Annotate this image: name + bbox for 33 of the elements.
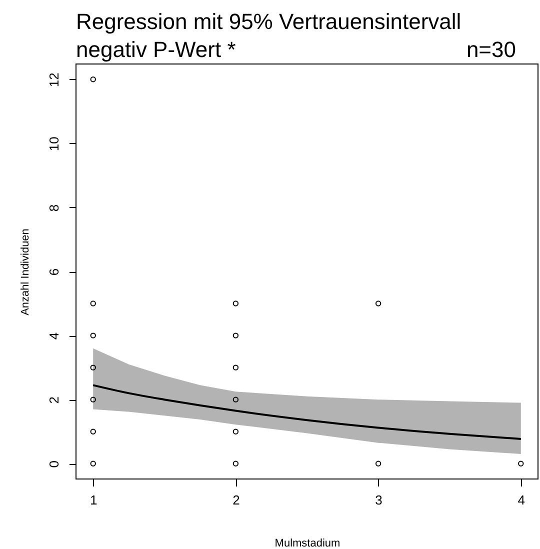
point [232,300,239,306]
chart-title: Regression mit 95% Vertrauensintervall [76,9,462,34]
x-tick-label: 1 [90,492,98,508]
point [375,300,382,306]
point [232,396,239,402]
point [90,428,96,434]
point [232,364,239,370]
point [90,332,96,338]
y-tick-label: 8 [46,204,62,212]
point [90,460,96,466]
x-tick-label: 2 [232,492,240,508]
text: n=30 [466,37,516,62]
point [90,300,96,306]
x-axis-title: Mulmstadium [274,538,340,549]
chart-subtitle: negativ P-Wert * [76,37,236,62]
y-tick-label: 0 [46,460,62,468]
y-tick-label: 10 [46,136,62,152]
point [375,460,382,466]
y-tick-label: 12 [46,72,62,88]
point [232,460,239,466]
point [90,364,96,370]
point [90,76,96,82]
line-series [92,384,522,440]
point [232,428,239,434]
point [232,332,239,338]
point [518,460,524,466]
x-tick-label: 3 [375,492,382,508]
y-axis-title: Anzahl Individuen [20,228,32,316]
y-tick-label: 6 [46,268,62,276]
point [90,396,96,402]
x-tick-label: 4 [518,492,526,508]
y-tick-label: 2 [46,396,62,404]
y-tick-label: 4 [46,332,62,340]
